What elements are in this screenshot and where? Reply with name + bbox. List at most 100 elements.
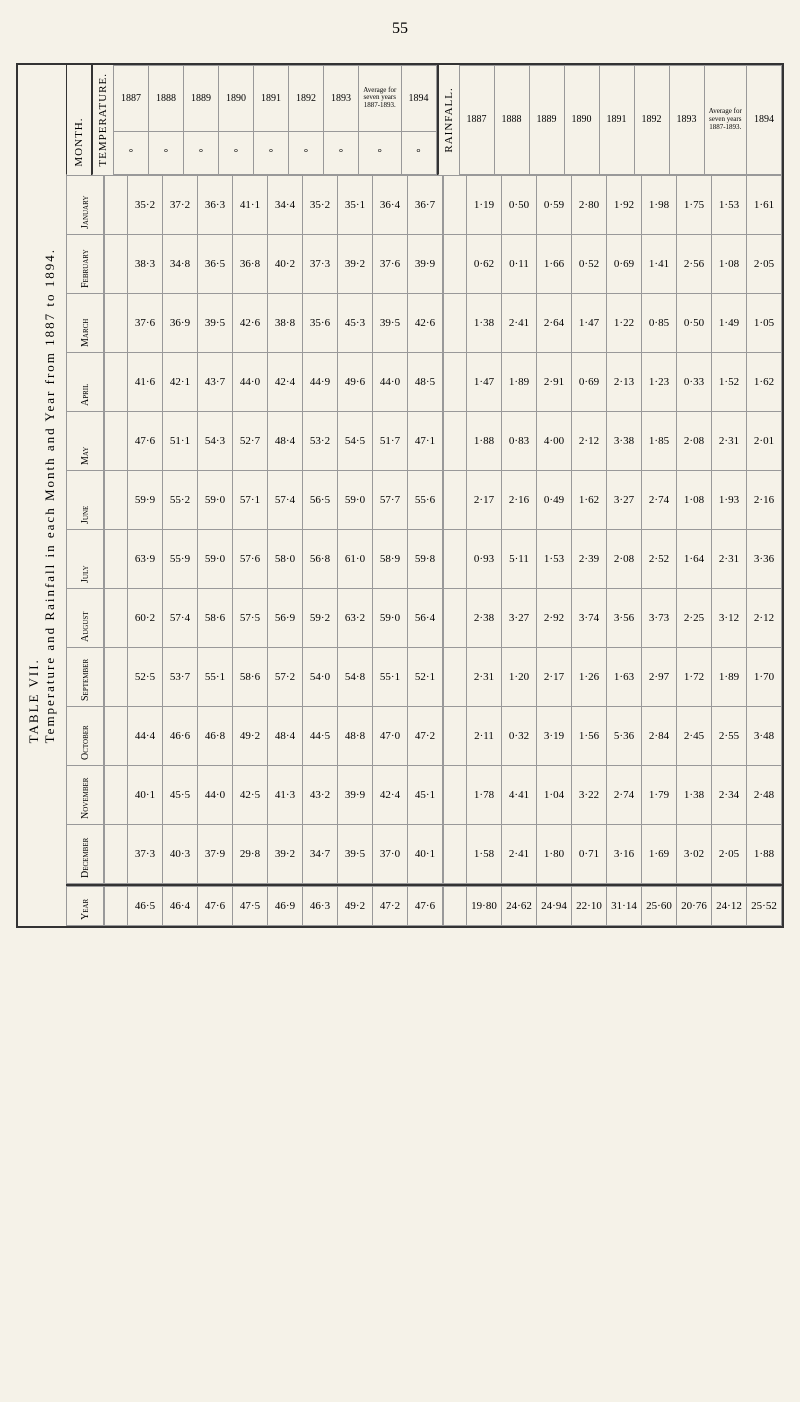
month-cell: April [67,352,104,411]
table-title: TABLE VII. [26,658,41,743]
spacer [444,411,467,470]
temperature-section: TEMPERATURE. 1887 1888 1889 1890 1891 18… [91,65,437,175]
data-cell: 3·27 [607,470,642,529]
data-cell: 1·89 [712,647,747,706]
spacer [444,824,467,883]
year-header: 1891 [254,66,289,132]
data-cell: 40·1 [408,824,443,883]
data-cell: 1·05 [747,293,782,352]
data-cell: 1·93 [712,470,747,529]
rainfall-section: RAINFALL. 1887 1888 1889 1890 1891 1892 … [437,65,783,175]
data-cell: 1·52 [712,352,747,411]
data-cell: 3·12 [712,588,747,647]
data-cell: 57·6 [233,529,268,588]
table-row: January [67,175,104,234]
table-subtitle: Temperature and Rainfall in each Month a… [42,248,57,743]
data-cell: 0·83 [502,411,537,470]
month-cell: May [67,411,104,470]
data-cell: 57·1 [233,470,268,529]
data-cell: 46·6 [163,706,198,765]
spacer [444,886,467,925]
data-cell: 47·0 [373,706,408,765]
table-row: 1·784·411·043·222·741·791·382·342·48 [444,765,782,824]
data-cell: 1·75 [677,175,712,234]
month-cell: July [67,529,104,588]
data-cell: 1·89 [502,352,537,411]
spacer [444,706,467,765]
spacer [105,411,128,470]
data-cell: 34·7 [303,824,338,883]
data-cell: 45·1 [408,765,443,824]
month-cell: November [67,765,104,824]
data-cell: 42·6 [233,293,268,352]
table-row: 2·311·202·171·261·632·971·721·891·70 [444,647,782,706]
data-cell: 2·55 [712,706,747,765]
degree-cell: ° [289,131,324,174]
data-cell: 0·52 [572,234,607,293]
spacer [444,234,467,293]
spacer [105,765,128,824]
month-header-section: MONTH. [66,65,91,175]
data-cell: 44·9 [303,352,338,411]
data-cell: 1·80 [537,824,572,883]
data-cell: 38·3 [128,234,163,293]
data-cell: 44·0 [373,352,408,411]
data-cell: 42·5 [233,765,268,824]
data-cell: 2·92 [537,588,572,647]
table-row: 1·582·411·800·713·161·693·022·051·88 [444,824,782,883]
year-total-cell: 25·60 [642,886,677,925]
table-row: December [67,824,104,883]
degree-cell: ° [254,131,289,174]
data-cell: 3·19 [537,706,572,765]
year-header: 1890 [564,66,599,175]
data-cell: 1·92 [607,175,642,234]
year-header: 1888 [149,66,184,132]
data-cell: 29·8 [233,824,268,883]
data-cell: 1·79 [642,765,677,824]
data-cell: 1·78 [467,765,502,824]
month-cell: September [67,647,104,706]
degree-cell: ° [114,131,149,174]
data-cell: 1·38 [677,765,712,824]
data-cell: 43·7 [198,352,233,411]
data-cell: 1·41 [642,234,677,293]
data-cell: 36·3 [198,175,233,234]
data-cell: 40·3 [163,824,198,883]
data-cell: 47·2 [408,706,443,765]
data-cell: 37·6 [128,293,163,352]
spacer [444,352,467,411]
data-cell: 1·98 [642,175,677,234]
data-cell: 49·2 [233,706,268,765]
data-cell: 36·9 [163,293,198,352]
data-cell: 3·74 [572,588,607,647]
data-cell: 48·5 [408,352,443,411]
year-total-cell: 19·80 [467,886,502,925]
data-cell: 2·17 [537,647,572,706]
data-cell: 60·2 [128,588,163,647]
data-cell: 48·4 [268,706,303,765]
data-cell: 35·6 [303,293,338,352]
data-cell: 59·9 [128,470,163,529]
year-total-cell: 47·6 [198,886,233,925]
month-table: JanuaryFebruaryMarchAprilMayJuneJulyAugu… [66,175,104,884]
degree-cell: ° [401,131,436,174]
data-cell: 3·48 [747,706,782,765]
sections-row: MONTH. TEMPERATURE. 1887 1888 1889 1890 … [66,65,782,175]
data-cell: 2·38 [467,588,502,647]
data-cell: 5·11 [502,529,537,588]
year-total-cell: 25·52 [747,886,782,925]
year-total-cell: 47·5 [233,886,268,925]
data-cell: 1·04 [537,765,572,824]
data-cell: 59·2 [303,588,338,647]
table-row: 35·237·236·341·134·435·235·136·436·7 [105,175,443,234]
data-cell: 2·31 [712,529,747,588]
data-cell: 1·26 [572,647,607,706]
data-cell: 44·0 [198,765,233,824]
data-cell: 1·88 [467,411,502,470]
data-cell: 1·49 [712,293,747,352]
table-row: 2·383·272·923·743·563·732·253·122·12 [444,588,782,647]
data-cell: 2·74 [642,470,677,529]
data-cell: 3·27 [502,588,537,647]
data-cell: 59·8 [408,529,443,588]
data-cell: 57·2 [268,647,303,706]
